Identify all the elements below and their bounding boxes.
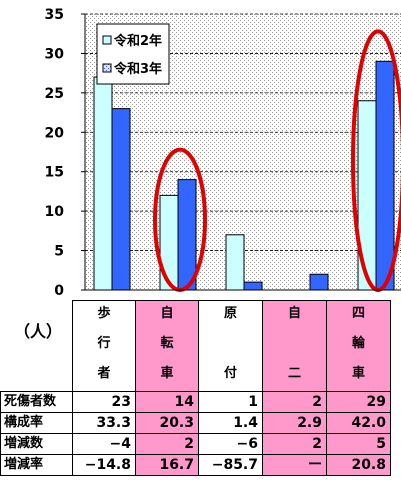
legend-box	[96, 23, 170, 85]
bar-r3-0	[111, 108, 131, 291]
table-row: 増減数 −4 2 −6 2 5	[0, 433, 391, 455]
column-header-char: 原	[223, 306, 237, 321]
column-header: 自転車	[135, 300, 199, 392]
table-cell: ー	[262, 454, 327, 476]
table-cell: 2	[135, 433, 199, 455]
legend: 令和2年 令和3年	[96, 23, 170, 85]
table-cell: 1.4	[198, 412, 263, 434]
table-row: 死傷者数 23 14 1 2 29	[0, 391, 391, 413]
table-cell: 14	[135, 391, 199, 413]
legend-swatch-r3	[102, 63, 112, 73]
table-cell: 42.0	[326, 412, 391, 434]
column-header: 四輪車	[326, 300, 391, 392]
bar-r3-2	[243, 281, 263, 291]
table-cell: 33.3	[72, 412, 136, 434]
y-tick-label: 20	[45, 125, 65, 141]
table-cell: 20.8	[326, 454, 391, 476]
column-header-char	[199, 331, 262, 361]
table-corner-blank	[0, 300, 73, 392]
y-tick-label: 35	[45, 7, 64, 23]
table-cell: −4	[72, 433, 136, 455]
column-header: 自二	[262, 300, 327, 392]
table-cell: 2.9	[262, 412, 327, 434]
column-header-char: 行	[97, 336, 111, 351]
table-cell: 23	[72, 391, 136, 413]
column-header-char: 付	[223, 366, 237, 381]
column-header-char: 車	[160, 366, 174, 381]
column-header-char: 車	[351, 366, 365, 381]
column-header: 原付	[198, 300, 263, 392]
table-cell: 29	[326, 391, 391, 413]
column-header-char: 輪	[351, 336, 365, 351]
column-header-char: 者	[97, 366, 111, 381]
table-cell: 2	[262, 433, 327, 455]
row-label: 死傷者数	[0, 391, 73, 413]
legend-label-r3: 令和3年	[114, 61, 162, 77]
table-row: 構成率 33.3 20.3 1.4 2.9 42.0	[0, 412, 391, 434]
table-row: 増減率 −14.8 16.7 −85.7 ー 20.8	[0, 454, 391, 476]
table-cell: 2	[262, 391, 327, 413]
table-cell: 5	[326, 433, 391, 455]
column-header: 歩行者	[72, 300, 136, 392]
table-cell: 1	[198, 391, 263, 413]
y-tick-label: 15	[45, 165, 64, 181]
y-tick-label: 5	[54, 244, 64, 260]
bar-r3-1	[177, 179, 197, 291]
row-label: 構成率	[0, 412, 73, 434]
table-cell: −85.7	[198, 454, 263, 476]
table-cell: 20.3	[135, 412, 199, 434]
bar-r3-4	[375, 60, 395, 291]
column-header-char: 四	[351, 306, 365, 321]
y-tick-label: 0	[54, 283, 64, 299]
column-header-char	[263, 331, 326, 361]
row-label: 増減数	[0, 433, 73, 455]
y-tick-label: 25	[45, 86, 64, 102]
bar-r3-3	[309, 273, 329, 291]
table-cell: −14.8	[72, 454, 136, 476]
column-header-char: 二	[287, 366, 301, 381]
y-tick-label: 10	[45, 204, 65, 220]
bar-chart: 0 5 10 15 20 25 30 35 令和2年 令和3年	[45, 7, 401, 299]
bar-r2-2	[225, 234, 245, 291]
table-cell: −6	[198, 433, 263, 455]
column-header-char: 自	[160, 306, 174, 321]
legend-label-r2: 令和2年	[114, 33, 162, 49]
y-tick-label: 30	[45, 46, 65, 62]
bar-r2-0	[93, 76, 113, 291]
table-cell: 16.7	[135, 454, 199, 476]
legend-swatch-r2	[102, 35, 112, 45]
row-label: 増減率	[0, 454, 73, 476]
column-header-char: 転	[160, 336, 174, 351]
column-header-char: 歩	[97, 306, 111, 321]
column-header-char: 自	[287, 306, 301, 321]
data-table: 歩行者自転車原付自二四輪車死傷者数 23 14 1 2 29 構成率 33.3 20.3 1.4 2…	[0, 300, 391, 476]
